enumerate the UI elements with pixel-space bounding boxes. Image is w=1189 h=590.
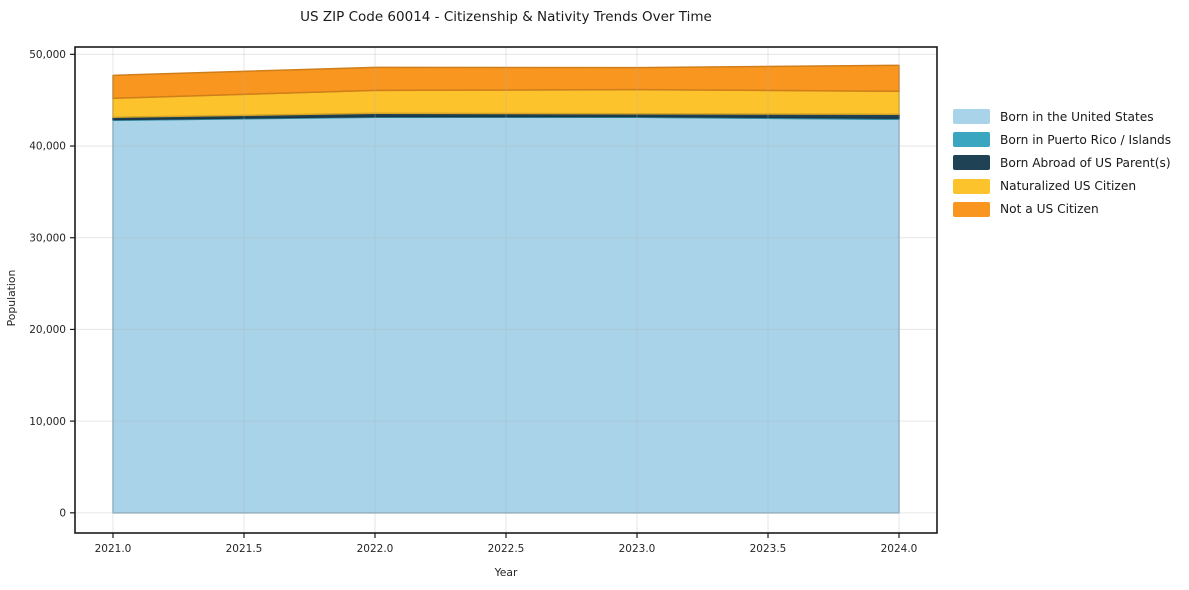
- legend: Born in the United States Born in Puerto…: [953, 105, 1171, 221]
- x-tick-label-2023.0: 2023.0: [619, 543, 656, 555]
- x-tick-label-2022.0: 2022.0: [357, 543, 394, 555]
- y-axis-label: Population: [5, 270, 18, 327]
- x-axis-label: Year: [494, 566, 518, 579]
- y-tick-label-30,000: 30,000: [29, 232, 66, 244]
- chart-title: US ZIP Code 60014 - Citizenship & Nativi…: [300, 9, 712, 25]
- x-tick-label-2022.5: 2022.5: [488, 543, 525, 555]
- y-tick-label-20,000: 20,000: [29, 324, 66, 336]
- legend-swatch-not-citizen: [953, 201, 990, 217]
- legend-swatch-born-in-puerto-rico: [953, 132, 990, 148]
- legend-swatch-born-in-us: [953, 109, 990, 125]
- y-tick-label-50,000: 50,000: [29, 49, 66, 61]
- legend-label-not-citizen: Not a US Citizen: [1000, 202, 1099, 217]
- legend-item-naturalized: Naturalized US Citizen: [953, 175, 1171, 198]
- legend-swatch-born-abroad: [953, 155, 990, 171]
- area-not-a-us-citizen: [112, 64, 900, 100]
- legend-item-born-in-us: Born in the United States: [953, 105, 1171, 128]
- x-tick-label-2021.5: 2021.5: [226, 543, 263, 555]
- legend-item-born-in-puerto-rico: Born in Puerto Rico / Islands: [953, 128, 1171, 151]
- x-tick-label-2024.0: 2024.0: [881, 543, 918, 555]
- legend-label-born-abroad: Born Abroad of US Parent(s): [1000, 155, 1171, 170]
- y-tick-label-10,000: 10,000: [29, 416, 66, 428]
- legend-swatch-naturalized: [953, 178, 990, 194]
- x-tick-label-2023.5: 2023.5: [750, 543, 787, 555]
- legend-label-naturalized: Naturalized US Citizen: [1000, 179, 1137, 194]
- x-tick-label-2021.0: 2021.0: [95, 543, 132, 555]
- y-tick-label-40,000: 40,000: [29, 141, 66, 153]
- legend-item-not-citizen: Not a US Citizen: [953, 198, 1171, 221]
- legend-label-born-in-puerto-rico: Born in Puerto Rico / Islands: [1000, 132, 1172, 147]
- y-tick-label-0: 0: [59, 508, 66, 520]
- legend-label-born-in-us: Born in the United States: [1000, 109, 1154, 124]
- legend-item-born-abroad: Born Abroad of US Parent(s): [953, 151, 1171, 174]
